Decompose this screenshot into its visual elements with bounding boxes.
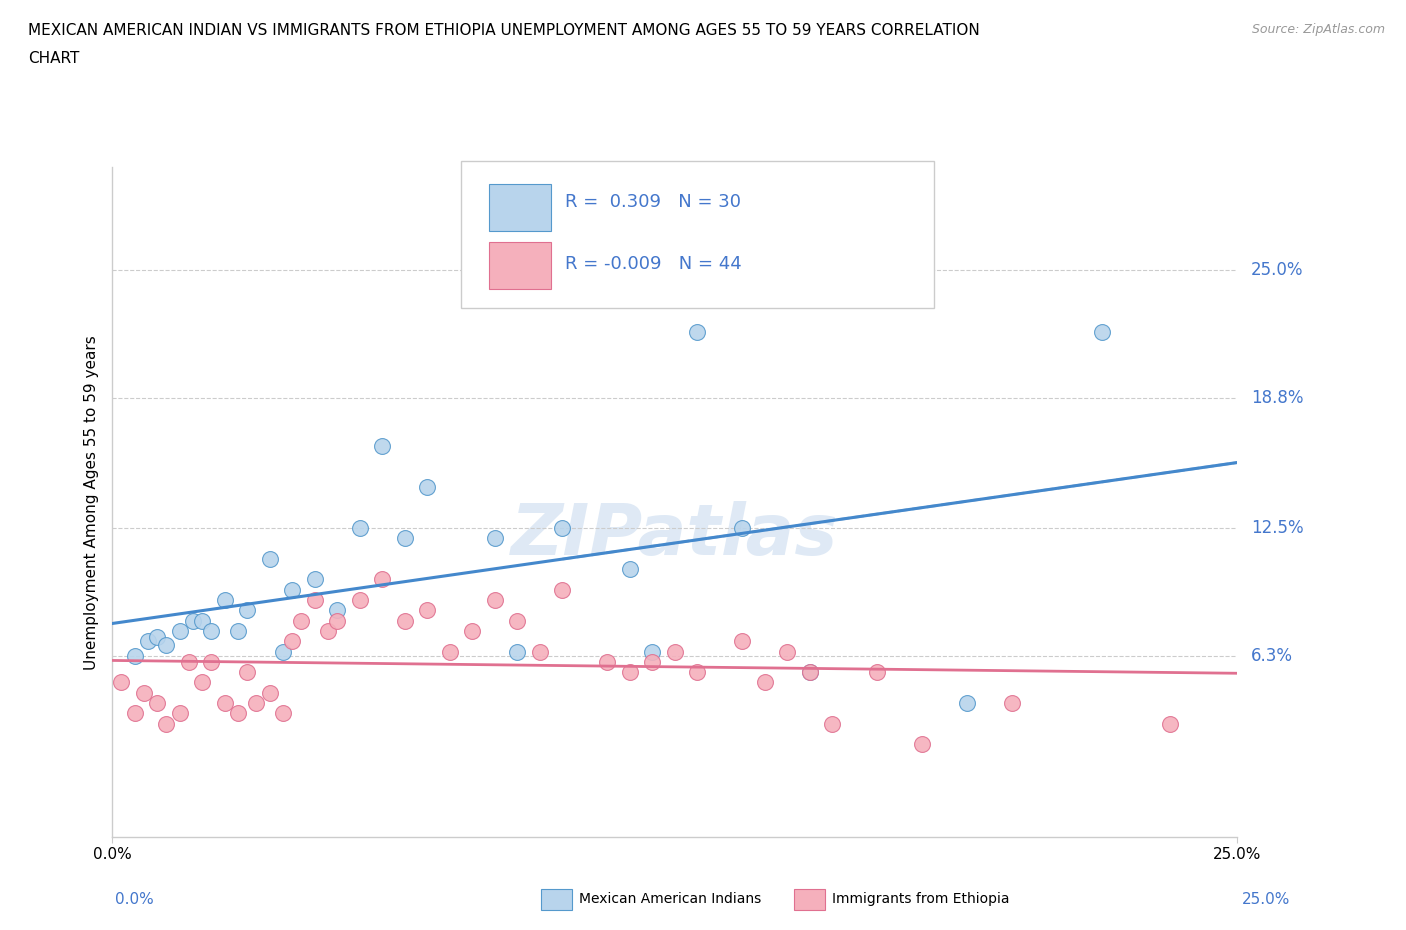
Point: [177, 655, 200, 670]
Point: [200, 623, 222, 638]
Point: [290, 613, 312, 628]
Point: [439, 644, 461, 659]
Point: [214, 592, 236, 607]
Point: [236, 665, 259, 680]
Text: 6.3%: 6.3%: [1251, 646, 1294, 665]
Point: [619, 665, 641, 680]
Point: [551, 582, 574, 597]
Text: 12.5%: 12.5%: [1251, 519, 1303, 537]
Point: [641, 655, 664, 670]
Point: [416, 603, 439, 618]
Point: [304, 592, 326, 607]
Text: R =  0.309   N = 30: R = 0.309 N = 30: [565, 193, 741, 211]
Point: [349, 592, 371, 607]
Point: [281, 582, 304, 597]
Point: [371, 438, 394, 453]
Point: [245, 696, 267, 711]
Point: [506, 613, 529, 628]
Point: [326, 613, 349, 628]
Text: CHART: CHART: [28, 51, 80, 66]
Point: [191, 675, 214, 690]
Point: [146, 630, 169, 644]
Point: [484, 531, 506, 546]
Point: [124, 648, 146, 663]
Point: [146, 696, 169, 711]
Point: [228, 623, 250, 638]
Point: [799, 665, 821, 680]
Point: [169, 706, 191, 721]
Text: R = -0.009   N = 44: R = -0.009 N = 44: [565, 256, 741, 273]
Point: [551, 521, 574, 536]
Point: [394, 613, 416, 628]
FancyBboxPatch shape: [489, 243, 551, 289]
Point: [326, 603, 349, 618]
Point: [754, 675, 776, 690]
Point: [318, 623, 340, 638]
Point: [281, 634, 304, 649]
Point: [1159, 716, 1181, 731]
Text: Mexican American Indians: Mexican American Indians: [579, 892, 762, 907]
Point: [686, 665, 709, 680]
Point: [866, 665, 889, 680]
Point: [183, 613, 205, 628]
Point: [416, 479, 439, 494]
Text: Source: ZipAtlas.com: Source: ZipAtlas.com: [1251, 23, 1385, 36]
Point: [304, 572, 326, 587]
Point: [349, 521, 371, 536]
Point: [110, 675, 132, 690]
Point: [259, 685, 281, 700]
Point: [506, 644, 529, 659]
Text: 18.8%: 18.8%: [1251, 389, 1303, 407]
Text: 0.0%: 0.0%: [115, 892, 155, 907]
Point: [776, 644, 799, 659]
Text: MEXICAN AMERICAN INDIAN VS IMMIGRANTS FROM ETHIOPIA UNEMPLOYMENT AMONG AGES 55 T: MEXICAN AMERICAN INDIAN VS IMMIGRANTS FR…: [28, 23, 980, 38]
Text: 25.0%: 25.0%: [1241, 892, 1289, 907]
Point: [1091, 325, 1114, 339]
Point: [155, 638, 177, 653]
Point: [956, 696, 979, 711]
Point: [664, 644, 686, 659]
Point: [686, 325, 709, 339]
Point: [200, 655, 222, 670]
Point: [169, 623, 191, 638]
Point: [1001, 696, 1024, 711]
Point: [731, 521, 754, 536]
Point: [371, 572, 394, 587]
Point: [191, 613, 214, 628]
Point: [236, 603, 259, 618]
Point: [821, 716, 844, 731]
Point: [228, 706, 250, 721]
Point: [911, 737, 934, 751]
Point: [155, 716, 177, 731]
Text: 25.0%: 25.0%: [1251, 261, 1303, 279]
Point: [124, 706, 146, 721]
Point: [394, 531, 416, 546]
Text: ZIPatlas: ZIPatlas: [512, 501, 838, 570]
FancyBboxPatch shape: [461, 161, 934, 308]
Point: [259, 551, 281, 566]
Text: Immigrants from Ethiopia: Immigrants from Ethiopia: [832, 892, 1010, 907]
Point: [731, 634, 754, 649]
Point: [132, 685, 155, 700]
Point: [138, 634, 160, 649]
Point: [273, 706, 295, 721]
Point: [273, 644, 295, 659]
Point: [214, 696, 236, 711]
Point: [641, 644, 664, 659]
FancyBboxPatch shape: [489, 184, 551, 231]
Point: [529, 644, 551, 659]
Point: [596, 655, 619, 670]
Point: [461, 623, 484, 638]
Point: [619, 562, 641, 577]
Y-axis label: Unemployment Among Ages 55 to 59 years: Unemployment Among Ages 55 to 59 years: [83, 335, 98, 670]
Point: [799, 665, 821, 680]
Point: [484, 592, 506, 607]
